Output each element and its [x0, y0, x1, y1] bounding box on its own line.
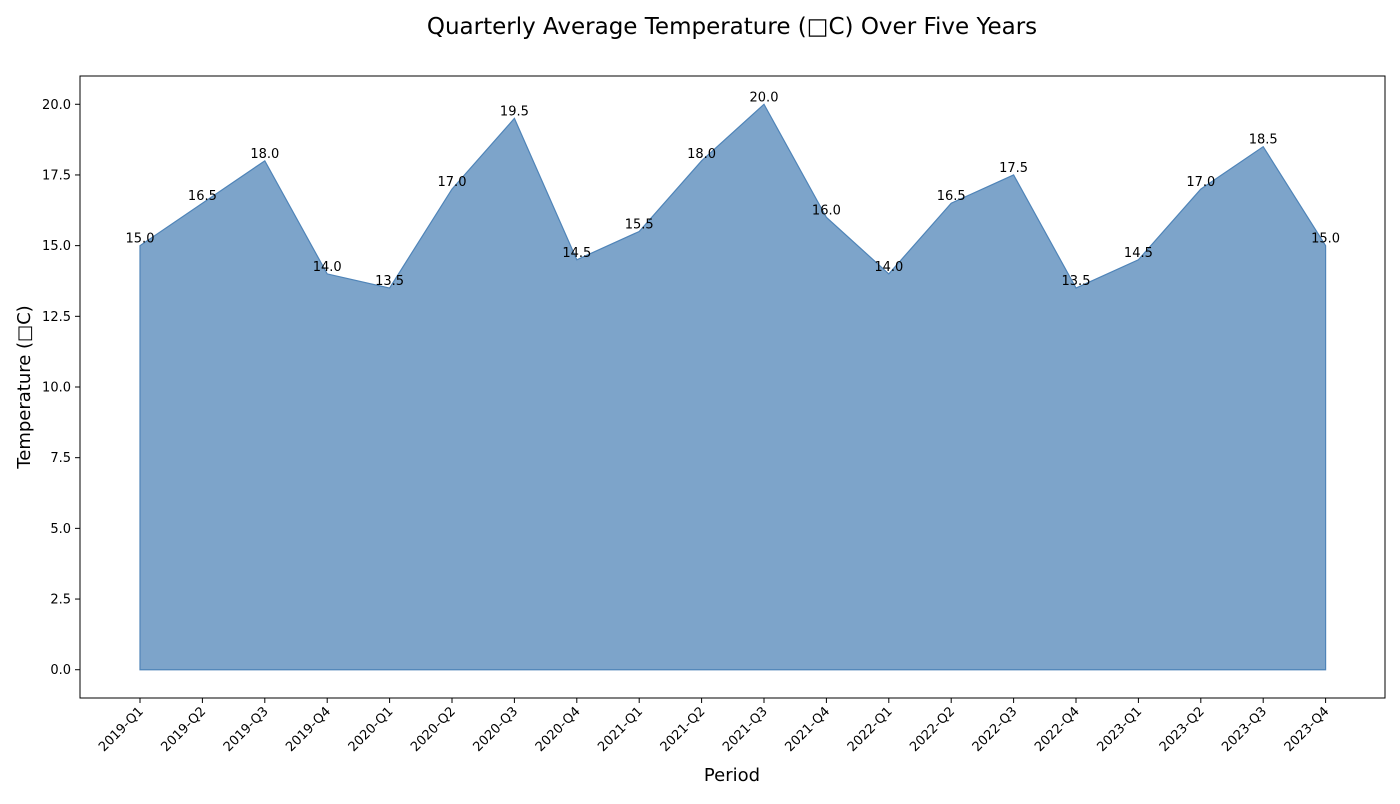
data-label: 16.0 — [812, 203, 841, 218]
y-tick-label: 17.5 — [42, 168, 71, 183]
data-label: 18.0 — [687, 147, 716, 162]
data-label: 14.0 — [313, 260, 342, 275]
data-label: 14.5 — [1124, 246, 1153, 261]
data-label: 17.0 — [438, 175, 467, 190]
data-label: 16.5 — [937, 189, 966, 204]
x-tick-label: 2023-Q2 — [1157, 704, 1208, 755]
y-axis-title: Temperature (□C) — [14, 305, 35, 469]
data-label: 13.5 — [375, 274, 404, 289]
y-tick-label: 0.0 — [50, 663, 71, 678]
area-series — [139, 103, 1327, 671]
x-tick-label: 2019-Q4 — [283, 704, 334, 755]
x-tick-label: 2023-Q4 — [1282, 704, 1333, 755]
x-tick-label: 2021-Q3 — [720, 704, 771, 755]
x-tick-label: 2022-Q4 — [1032, 704, 1083, 755]
x-tick-label: 2019-Q3 — [221, 704, 272, 755]
data-label: 18.0 — [250, 147, 279, 162]
plot-area-frame — [79, 75, 1386, 699]
y-tick-label: 15.0 — [42, 239, 71, 254]
data-label: 14.5 — [562, 246, 591, 261]
x-tick-label: 2022-Q1 — [845, 704, 896, 755]
x-tick-label: 2022-Q3 — [970, 704, 1021, 755]
x-tick-label: 2020-Q1 — [346, 704, 397, 755]
y-tick-label: 20.0 — [42, 98, 71, 113]
x-tick-label: 2021-Q2 — [658, 704, 709, 755]
y-tick-label: 12.5 — [42, 310, 71, 325]
data-label: 13.5 — [1062, 274, 1091, 289]
x-tick-label: 2019-Q1 — [96, 704, 147, 755]
x-tick-label: 2020-Q3 — [470, 704, 521, 755]
data-label: 18.5 — [1249, 133, 1278, 148]
x-tick-label: 2021-Q4 — [782, 704, 833, 755]
y-tick-label: 10.0 — [42, 381, 71, 396]
y-tick-label: 5.0 — [50, 522, 71, 537]
data-label: 15.5 — [625, 218, 654, 233]
chart-title: Quarterly Average Temperature (□C) Over … — [427, 14, 1037, 40]
data-label: 15.0 — [126, 232, 155, 247]
data-label: 17.5 — [999, 161, 1028, 176]
x-tick-label: 2019-Q2 — [158, 704, 209, 755]
data-label: 17.0 — [1186, 175, 1215, 190]
x-tick-label: 2020-Q2 — [408, 704, 459, 755]
y-tick-label: 7.5 — [50, 451, 71, 466]
x-tick-label: 2020-Q4 — [533, 704, 584, 755]
data-label: 16.5 — [188, 189, 217, 204]
data-label: 19.5 — [500, 104, 529, 119]
x-tick-label: 2022-Q2 — [907, 704, 958, 755]
y-tick-label: 2.5 — [50, 593, 71, 608]
data-label: 20.0 — [750, 90, 779, 105]
x-axis-title: Period — [704, 765, 760, 786]
x-tick-label: 2023-Q3 — [1219, 704, 1270, 755]
data-label: 14.0 — [874, 260, 903, 275]
data-label: 15.0 — [1311, 232, 1340, 247]
x-tick-label: 2023-Q1 — [1094, 704, 1145, 755]
x-tick-label: 2021-Q1 — [595, 704, 646, 755]
